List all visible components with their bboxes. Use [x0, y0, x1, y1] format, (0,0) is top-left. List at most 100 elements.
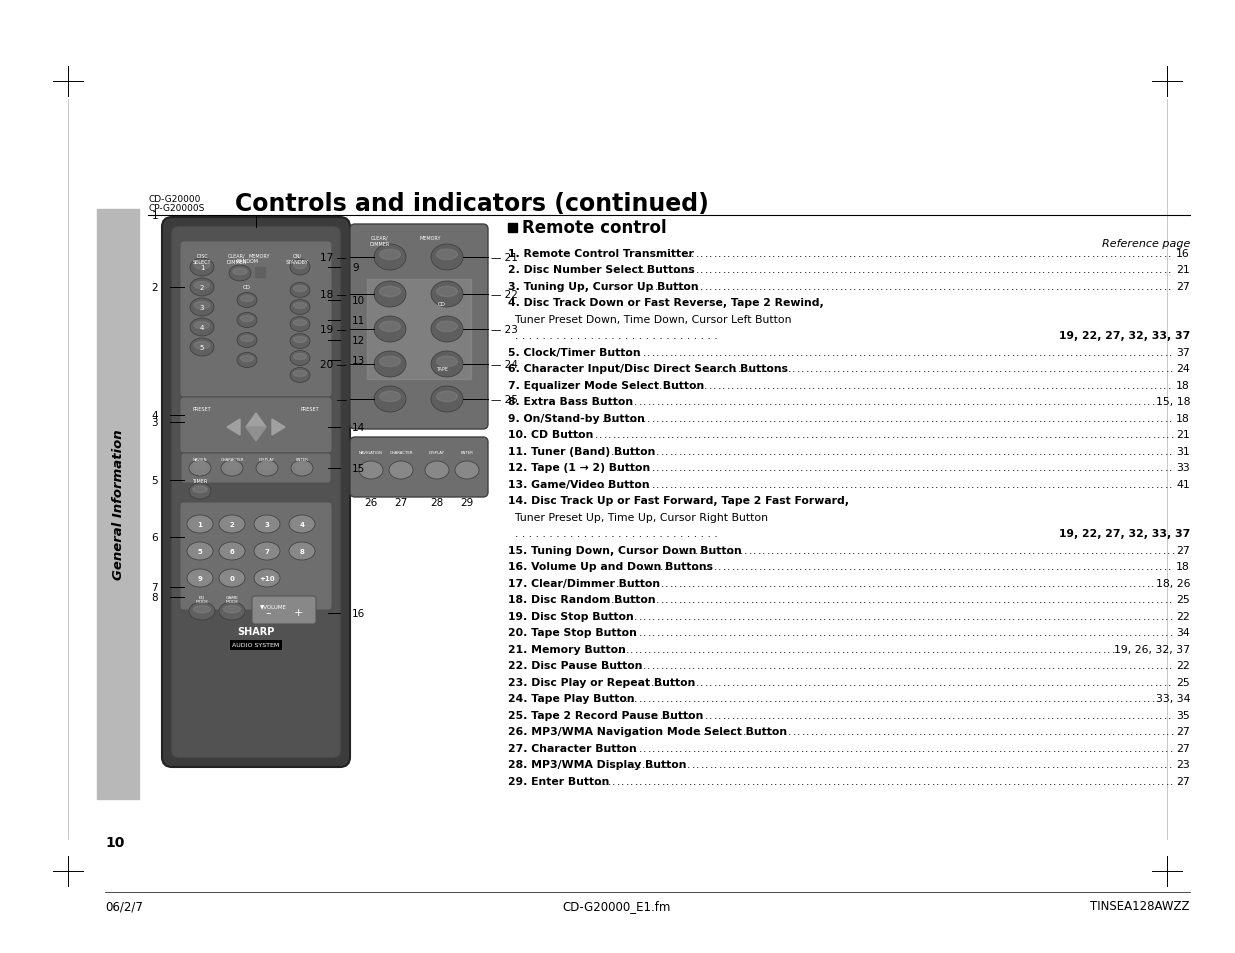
Text: .: .: [1070, 265, 1072, 275]
Text: .: .: [736, 380, 740, 391]
Text: .: .: [869, 727, 873, 737]
Text: .: .: [836, 447, 840, 456]
Text: .: .: [832, 660, 835, 671]
Text: .: .: [1098, 628, 1100, 638]
Text: .: .: [1035, 414, 1037, 423]
Text: .: .: [918, 447, 920, 456]
Text: .: .: [818, 282, 820, 292]
Text: .: .: [745, 282, 748, 292]
Text: .: .: [1081, 727, 1084, 737]
Text: .: .: [927, 644, 930, 655]
Text: GAME
MODE: GAME MODE: [226, 595, 238, 603]
Text: .: .: [873, 776, 877, 786]
Text: .: .: [1081, 430, 1084, 440]
Text: .: .: [668, 380, 672, 391]
Text: .: .: [676, 644, 678, 655]
Text: .: .: [668, 562, 672, 572]
Text: .: .: [1163, 265, 1167, 275]
Text: .: .: [947, 282, 951, 292]
Text: .: .: [661, 694, 664, 703]
Text: .: .: [664, 678, 667, 687]
Text: .: .: [994, 348, 997, 357]
Text: .: .: [1137, 397, 1141, 407]
Text: .: .: [773, 447, 777, 456]
Text: .: .: [679, 776, 683, 786]
Text: .: .: [1088, 348, 1092, 357]
Text: .: .: [1029, 265, 1032, 275]
Text: .: .: [899, 414, 903, 423]
Text: .: .: [1155, 380, 1157, 391]
Text: .: .: [935, 414, 939, 423]
Text: .: .: [642, 578, 646, 588]
Text: .: .: [724, 760, 726, 770]
Text: .: .: [994, 644, 998, 655]
Text: .: .: [863, 348, 867, 357]
Text: .: .: [783, 397, 785, 407]
Text: .: .: [876, 678, 879, 687]
Text: .: .: [841, 463, 844, 473]
Text: .: .: [1081, 776, 1083, 786]
Text: .: .: [1066, 463, 1070, 473]
Text: .: .: [966, 249, 969, 258]
Text: .: .: [1074, 447, 1078, 456]
Text: .: .: [778, 612, 782, 621]
Text: .: .: [1099, 727, 1102, 737]
Text: .: .: [709, 265, 713, 275]
Text: .: .: [742, 644, 746, 655]
Text: .: .: [831, 595, 835, 605]
Ellipse shape: [454, 461, 479, 479]
Text: .: .: [971, 447, 974, 456]
Text: .: .: [890, 595, 894, 605]
Text: .: .: [701, 595, 705, 605]
Text: .: .: [983, 249, 987, 258]
Text: .: .: [746, 447, 750, 456]
Text: .: .: [1115, 578, 1119, 588]
Text: .: .: [1015, 265, 1019, 275]
Text: .: .: [616, 644, 620, 655]
Text: .: .: [755, 265, 757, 275]
Text: .: .: [1035, 479, 1037, 490]
Text: .: .: [988, 265, 992, 275]
Text: .: .: [722, 282, 726, 292]
Text: .: .: [613, 776, 615, 786]
Text: .: .: [1034, 760, 1037, 770]
Text: .: .: [881, 249, 883, 258]
Text: .: .: [1042, 562, 1045, 572]
Text: .: .: [1166, 776, 1170, 786]
Text: .: .: [787, 694, 790, 703]
Text: .: .: [1124, 479, 1128, 490]
Text: .: .: [941, 727, 945, 737]
Text: .: .: [920, 545, 923, 556]
Text: .: .: [916, 760, 920, 770]
Text: .: .: [1156, 479, 1160, 490]
Text: 22: 22: [1176, 660, 1191, 671]
Text: .: .: [909, 348, 911, 357]
Text: .: .: [701, 578, 704, 588]
Text: .: .: [1093, 628, 1097, 638]
Text: .: .: [1135, 430, 1137, 440]
Text: .: .: [944, 710, 946, 720]
Text: .: .: [577, 430, 580, 440]
Text: .: .: [1057, 595, 1060, 605]
Text: .: .: [841, 694, 845, 703]
Text: .: .: [1125, 364, 1129, 375]
Text: .: .: [913, 463, 916, 473]
Text: .: .: [1100, 678, 1104, 687]
Text: .: .: [764, 414, 768, 423]
Text: .: .: [703, 776, 705, 786]
Text: MEMORY: MEMORY: [419, 235, 441, 241]
Text: .: .: [781, 545, 784, 556]
Text: .: .: [706, 397, 709, 407]
Text: .: .: [1024, 380, 1028, 391]
Text: .: .: [855, 612, 858, 621]
Text: .: .: [606, 628, 610, 638]
Text: .: .: [788, 644, 790, 655]
Text: .: .: [767, 380, 771, 391]
Text: .: .: [797, 644, 800, 655]
Text: 22: 22: [1176, 612, 1191, 621]
Text: .: .: [1049, 364, 1052, 375]
Text: .: .: [1132, 710, 1135, 720]
Text: .: .: [638, 644, 642, 655]
Text: .: .: [1016, 660, 1020, 671]
Text: .: .: [1129, 660, 1132, 671]
